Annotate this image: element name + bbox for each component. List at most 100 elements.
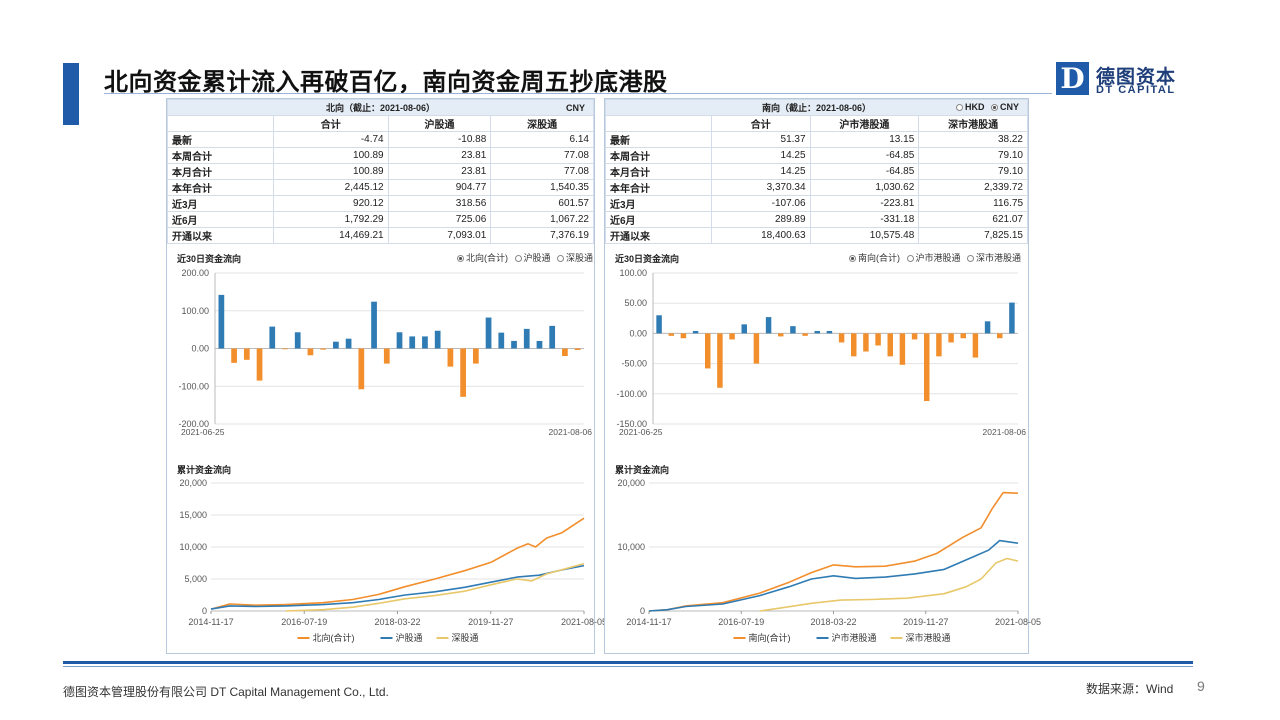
table-cell: 7,093.01 (387, 227, 492, 244)
table-cell: 23.81 (387, 163, 492, 180)
x-tick-label: 2014-11-17 (626, 617, 671, 627)
table-cell: 77.08 (490, 147, 594, 164)
bar (256, 348, 263, 381)
bar (333, 341, 339, 349)
south-panel: 南向（截止：2021-08-06） HKD CNY 合计 沪市港股通 深市港股通… (604, 98, 1041, 654)
bar (409, 336, 416, 349)
row-label: 近3月 (167, 195, 274, 212)
bar (984, 321, 991, 334)
x-tick-label: 2021-08-06 (549, 427, 593, 437)
option-label[interactable]: CNY (999, 102, 1019, 112)
row-label: 近3月 (605, 195, 712, 212)
bar (899, 333, 906, 365)
bar (549, 325, 556, 349)
bar (778, 333, 784, 337)
option-label[interactable]: 沪市港股通 (915, 253, 961, 263)
bar (358, 348, 365, 390)
y-tick-label: 5,000 (184, 574, 207, 584)
radio-north-sz[interactable] (557, 255, 565, 262)
bar (924, 333, 930, 402)
bar (753, 333, 760, 364)
footer-rule-thin (63, 666, 1193, 667)
table-cell: 1,030.62 (809, 179, 920, 196)
table-cell: 7,825.15 (918, 227, 1028, 244)
table-cell: 2,445.12 (273, 179, 389, 196)
table-row: 本年合计 3,370.34 1,030.62 2,339.72 (605, 179, 1028, 196)
y-tick-label: 10,000 (617, 542, 645, 552)
bar (692, 330, 699, 334)
y-tick-label: 50.00 (624, 298, 647, 308)
table-row: 开通以来 18,400.63 10,575.48 7,825.15 (605, 227, 1028, 244)
table-cell: -223.81 (809, 195, 920, 212)
bar (887, 333, 893, 357)
table-cell: 7,376.19 (490, 227, 594, 244)
table-row: 本月合计 100.89 23.81 77.08 (167, 163, 594, 180)
south-header-3: 深市港股通 (918, 115, 1028, 132)
bar (536, 340, 543, 349)
south-table-caption-row: 南向（截止：2021-08-06） HKD CNY (605, 99, 1028, 116)
option-label[interactable]: 南向(合计) (858, 253, 900, 263)
option-label[interactable]: 深市港股通 (976, 253, 1022, 263)
bar (960, 333, 966, 339)
table-row: 近6月 289.89 -331.18 621.07 (605, 211, 1028, 228)
table-cell: 14,469.21 (273, 227, 389, 244)
bar (668, 333, 674, 336)
table-cell: 318.56 (387, 195, 492, 212)
north-table-caption-row: 北向（截止：2021-08-06） CNY (167, 99, 594, 116)
bar (790, 326, 796, 334)
bar (447, 348, 454, 367)
table-cell: 38.22 (918, 131, 1028, 148)
table-cell: 116.75 (918, 195, 1028, 212)
x-tick-label: 2018-03-22 (810, 617, 856, 627)
option-label[interactable]: HKD (964, 102, 985, 112)
bar (345, 338, 352, 349)
radio-north-sh[interactable] (514, 255, 522, 262)
bar (562, 348, 568, 357)
table-row: 开通以来 14,469.21 7,093.01 7,376.19 (167, 227, 594, 244)
bar (741, 324, 747, 334)
table-row: 本周合计 100.89 23.81 77.08 (167, 147, 594, 164)
radio-south-sh[interactable] (906, 255, 914, 262)
option-label[interactable]: 深股通 (566, 253, 594, 263)
radio-south-total[interactable] (849, 255, 856, 262)
row-label: 本年合计 (167, 179, 274, 196)
south-caption: 南向（截止：2021-08-06） (761, 103, 872, 113)
north-unit: CNY (565, 103, 585, 113)
south-daily-chart: 100.0050.000.00-50.00-100.00-150.002021-… (616, 268, 1026, 437)
option-label[interactable]: 沪股通 (523, 253, 551, 263)
table-cell: 23.81 (387, 147, 492, 164)
north-caption: 北向（截止：2021-08-06） (325, 103, 436, 113)
radio-north-total[interactable] (457, 255, 464, 262)
y-tick-label: 200.00 (181, 268, 209, 278)
table-cell: 601.57 (490, 195, 594, 212)
north-header-1: 合计 (273, 115, 389, 132)
x-tick-label: 2014-11-17 (188, 617, 233, 627)
bar (765, 317, 772, 334)
bar (511, 340, 517, 349)
row-label: 本周合计 (605, 147, 712, 164)
bar (307, 348, 314, 356)
table-row: 近3月 -107.06 -223.81 116.75 (605, 195, 1028, 212)
table-cell: 18,400.63 (711, 227, 811, 244)
table-row: 本周合计 14.25 -64.85 79.10 (605, 147, 1028, 164)
table-cell: 1,067.22 (490, 211, 594, 228)
table-cell: -331.18 (809, 211, 920, 228)
bar (269, 326, 276, 349)
bar (729, 333, 735, 340)
radio-hkd[interactable] (955, 104, 963, 111)
y-tick-label: 0 (640, 606, 645, 616)
radio-south-sz[interactable] (967, 255, 975, 262)
south-header-0 (605, 115, 712, 132)
bar (717, 333, 723, 388)
row-label: 开通以来 (167, 227, 274, 244)
radio-cny[interactable] (990, 104, 998, 111)
series-line (210, 517, 585, 610)
table-cell: -4.74 (273, 131, 389, 148)
table-cell: 2,339.72 (918, 179, 1028, 196)
bar (972, 333, 979, 358)
option-label[interactable]: 北向(合计) (466, 253, 508, 263)
table-cell: 6.14 (490, 131, 594, 148)
north-header-3: 深股通 (490, 115, 594, 132)
